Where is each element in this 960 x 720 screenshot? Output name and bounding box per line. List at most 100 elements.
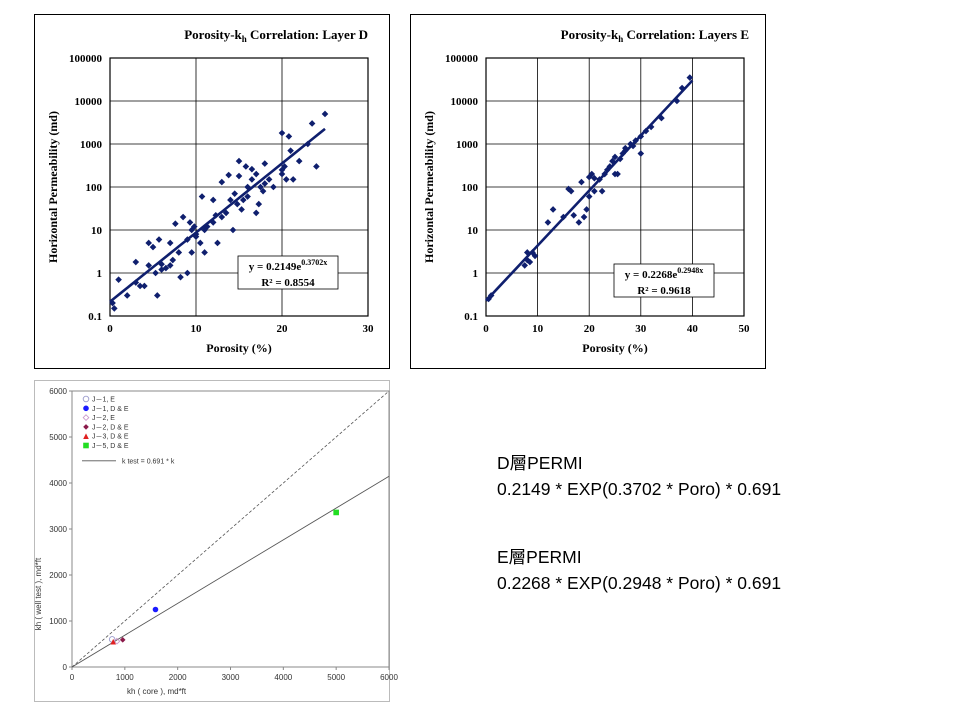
data-point — [585, 193, 593, 200]
data-point — [523, 249, 531, 256]
formula-e-expression: 0.2268 * EXP(0.2948 * Poro) * 0.691 — [497, 573, 782, 593]
data-point — [598, 187, 606, 195]
data-point — [238, 206, 245, 213]
data-point — [244, 193, 251, 200]
data-point — [201, 249, 208, 256]
data-point — [145, 239, 152, 247]
data-point — [321, 110, 329, 118]
data-point — [235, 172, 243, 180]
x-tick-label: 50 — [739, 323, 751, 335]
x-tick-label: 3000 — [222, 673, 240, 682]
data-point — [261, 160, 269, 167]
y-tick-label: 2000 — [49, 571, 67, 580]
data-point — [295, 157, 303, 165]
data-point — [585, 173, 593, 181]
y-tick-label: 6000 — [49, 387, 67, 396]
data-point — [149, 243, 157, 251]
formula-d-title: D層PERMI — [497, 453, 583, 473]
data-point — [673, 97, 681, 105]
data-point — [252, 170, 260, 178]
legend-label: J－1, D & E — [92, 406, 129, 413]
data-point — [188, 249, 195, 256]
data-point — [637, 150, 645, 157]
data-point — [591, 174, 598, 182]
data-point — [225, 171, 232, 179]
data-point — [177, 273, 184, 281]
data-point — [248, 165, 256, 173]
data-point — [627, 140, 634, 148]
data-point — [240, 196, 247, 204]
data-point — [188, 226, 195, 234]
data-point — [109, 299, 116, 307]
data-point — [235, 157, 243, 165]
y-axis-label: Horizontal Permeability (md) — [46, 111, 60, 263]
legend-marker — [83, 405, 89, 412]
y-tick-label: 100000 — [445, 53, 479, 65]
y-tick-label: 1000 — [456, 139, 479, 151]
y-tick-label: 1 — [473, 268, 479, 280]
y-tick-label: 0.1 — [88, 311, 102, 323]
data-point — [531, 252, 539, 260]
x-tick-label: 10 — [532, 323, 544, 335]
data-point — [678, 84, 686, 92]
legend-label: J－2, E — [92, 415, 115, 422]
x-tick-label: 20 — [584, 323, 596, 335]
data-point — [686, 74, 694, 81]
y-tick-label: 10 — [91, 225, 103, 237]
data-point — [154, 292, 161, 299]
formula-d-expression: 0.2149 * EXP(0.3702 * Poro) * 0.691 — [497, 479, 782, 499]
data-point — [113, 637, 121, 645]
formula-e-title: E層PERMI — [497, 547, 582, 567]
x-axis-label: kh ( core ), md*ft — [127, 687, 187, 696]
data-point — [544, 219, 552, 226]
x-tick-label: 30 — [363, 323, 375, 335]
data-point — [218, 178, 226, 186]
data-point — [184, 269, 191, 277]
data-point — [521, 262, 528, 269]
data-point — [209, 196, 217, 204]
data-point — [242, 163, 250, 170]
chart-panel-layers-e: 0 10 20 30 40 50 0.1 1 10 100 1000 10000 100000 y = 0… — [410, 14, 766, 369]
legend-marker — [82, 395, 90, 403]
data-point — [287, 147, 294, 154]
legend-marker — [83, 424, 89, 430]
legend-marker — [83, 433, 89, 439]
x-tick-label: 5000 — [327, 673, 345, 682]
data-point — [248, 176, 256, 183]
chart-title: Porosity-kh Correlation: Layer D — [184, 27, 368, 44]
data-point — [333, 509, 339, 516]
data-point — [570, 211, 578, 219]
data-point — [281, 163, 288, 170]
equation-label: y = 0.2149e0.3702x — [249, 258, 327, 273]
data-point — [255, 200, 263, 208]
y-tick-label: 100 — [86, 182, 103, 194]
data-point — [218, 213, 226, 221]
x-tick-label: 0 — [70, 673, 75, 682]
data-point — [152, 269, 159, 277]
y-tick-label: 1 — [97, 268, 103, 280]
r-squared-label: R² = 0.9618 — [637, 285, 691, 297]
legend-label: J－5, D & E — [92, 443, 129, 450]
data-point — [614, 170, 621, 178]
trendline — [109, 127, 326, 303]
equation-label: y = 0.2268e0.2948x — [625, 266, 703, 281]
data-point — [227, 196, 234, 204]
legend-label: k test = 0.691 * k — [122, 458, 175, 465]
trendline — [485, 79, 694, 302]
data-point — [175, 249, 183, 256]
data-point — [166, 239, 174, 247]
data-point — [289, 176, 297, 183]
chart-layers-e: 0 10 20 30 40 50 0.1 1 10 100 1000 10000 100000 y = 0… — [422, 27, 751, 355]
formula-block: D層PERMI 0.2149 * EXP(0.3702 * Poro) * 0.… — [497, 450, 781, 596]
data-point — [308, 120, 316, 127]
y-tick-label: 0 — [63, 663, 68, 672]
chart-kh-comparison: 0 1000 2000 3000 4000 5000 6000 0 1000 2000 3000 40… — [34, 387, 398, 696]
x-tick-label: 4000 — [274, 673, 292, 682]
legend-marker — [82, 414, 90, 422]
data-point — [111, 305, 118, 312]
data-point — [231, 190, 238, 197]
data-point — [270, 183, 277, 191]
chart-panel-layer-d: 0 10 20 30 0.1 1 10 100 1000 10000 100000 y = 0.214… — [34, 14, 390, 369]
y-tick-label: 10 — [467, 225, 479, 237]
data-point — [567, 187, 575, 195]
